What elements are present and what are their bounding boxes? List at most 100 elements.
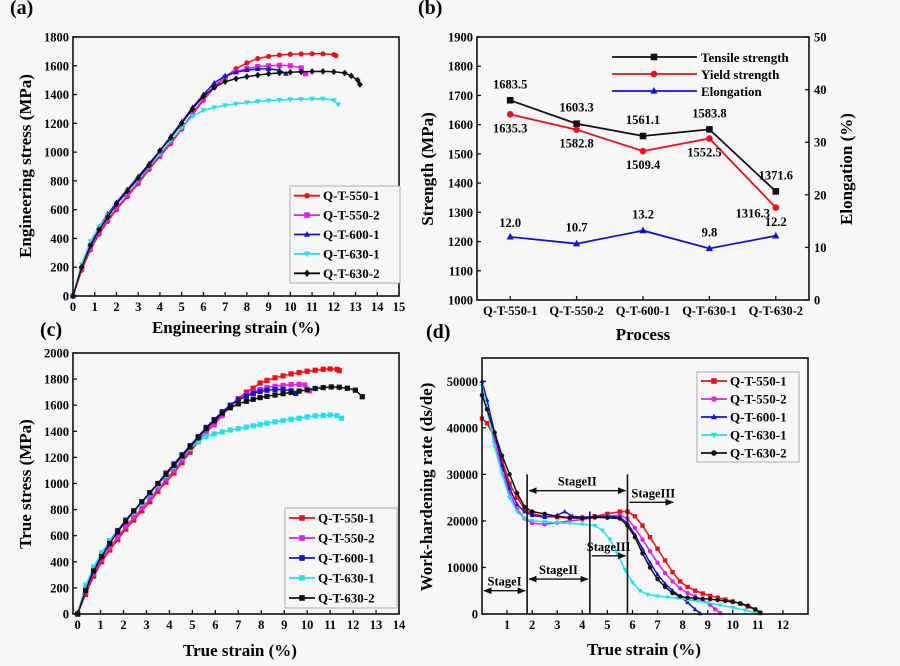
c-xtick-label: 10 (301, 618, 314, 632)
a-point-q-t-630-2 (222, 78, 228, 85)
c-point-q-t-630-2 (359, 394, 365, 400)
c-line-q-t-600-1 (76, 388, 297, 615)
panel-b-ticks: Q-T-550-1 Q-T-550-2 Q-T-600-1 Q-T-630-1 Q-T-… (448, 31, 827, 319)
a-point-q-t-550-1 (309, 51, 315, 57)
a-point-q-t-550-1 (287, 51, 293, 57)
c-point-q-t-630-1 (288, 416, 294, 422)
c-point-q-t-630-2 (227, 405, 233, 411)
a-point-q-t-550-2 (302, 71, 309, 77)
d-xtick-label: 4 (579, 618, 586, 632)
c-point-q-t-550-2 (302, 382, 308, 388)
c-point-q-t-630-2 (83, 587, 89, 594)
c-xtick-label: 8 (258, 618, 264, 632)
b-point-tensile-strength (772, 188, 780, 195)
a-point-q-t-630-2 (189, 105, 196, 113)
c-point-q-t-630-1 (219, 429, 225, 435)
c-point-q-t-630-2 (131, 508, 137, 514)
a-point-q-t-630-2 (265, 70, 272, 78)
c-point-q-t-550-1 (179, 460, 185, 466)
panel-label-d: (d) (426, 321, 450, 343)
c-point-q-t-550-1 (163, 479, 169, 485)
c-legend-entry-q-t-600-1: Q-T-600-1 (289, 551, 375, 566)
panel-a-series (70, 51, 363, 300)
d-point-q-t-600-1 (529, 512, 535, 518)
d-point-q-t-630-2 (662, 584, 668, 590)
c-xtick-label: 2 (120, 618, 126, 632)
d-point-q-t-630-2 (617, 516, 623, 521)
c-point-q-t-630-2 (250, 396, 256, 402)
d-point-q-t-630-2 (753, 607, 758, 612)
d-point-q-t-550-2 (632, 525, 638, 531)
b-line-elongation (510, 229, 776, 250)
d-series-q-t-630-2 (479, 393, 763, 615)
c-legend-marker (299, 595, 305, 601)
d-xtick-label: 12 (777, 618, 790, 632)
c-xtick-label: 3 (143, 618, 149, 632)
b-point-elongation (772, 231, 780, 239)
c-point-q-t-630-1 (264, 420, 270, 426)
b-legend-marker (650, 87, 658, 94)
c-point-q-t-630-1 (91, 564, 97, 570)
c-point-q-t-550-1 (272, 375, 278, 381)
c-legend-label: Q-T-630-2 (318, 591, 375, 606)
a-xtick-label: 4 (157, 300, 164, 314)
d-xtick-label: 9 (705, 618, 711, 632)
c-xtick-label: 7 (235, 618, 241, 632)
d-point-q-t-630-1 (730, 605, 736, 611)
c-point-q-t-550-1 (296, 369, 302, 376)
a-legend-entry-q-t-550-1: Q-T-550-1 (294, 188, 380, 203)
c-series-q-t-630-2 (74, 384, 365, 617)
c-ytick-label: 1200 (44, 451, 69, 465)
a-legend-entry-q-t-600-1: Q-T-600-1 (294, 227, 380, 242)
c-point-q-t-550-1 (155, 488, 161, 494)
d-point-q-t-630-1 (630, 580, 635, 585)
d-ytick-label: 10000 (447, 561, 478, 575)
a-point-q-t-550-2 (287, 63, 293, 69)
c-point-q-t-550-1 (107, 547, 113, 553)
panel-a-engineering-stress-strain: (a) 0 1 2 3 4 5 6 7 8 9 10 11 12 13 14 1502004006008001… (10, 0, 405, 337)
d-point-q-t-550-2 (655, 560, 660, 565)
d-point-q-t-630-2 (647, 565, 653, 570)
b-ytick-label: 1500 (448, 147, 473, 161)
a-ytick-label: 800 (50, 174, 69, 188)
c-point-q-t-600-1 (272, 386, 278, 393)
d-point-q-t-600-1 (514, 501, 520, 507)
b-point-yield-strength (772, 204, 780, 211)
c-point-q-t-550-1 (312, 367, 318, 373)
c-legend-marker (299, 575, 305, 581)
b-data-label-yield-strength: 1509.4 (626, 158, 661, 172)
d-stage-label: StageIII (587, 540, 631, 554)
d-point-q-t-630-1 (742, 608, 748, 613)
panel-label-a: (a) (10, 0, 33, 19)
c-point-q-t-630-2 (272, 392, 278, 398)
d-xtick-label: 7 (654, 618, 660, 632)
b-legend-label: Tensile strength (701, 50, 790, 65)
c-legend-label: Q-T-600-1 (318, 551, 375, 566)
c-point-q-t-550-1 (336, 368, 342, 374)
a-point-q-t-630-1 (254, 99, 261, 105)
d-legend-label: Q-T-630-1 (730, 428, 787, 443)
c-point-q-t-550-2 (179, 457, 185, 463)
a-point-q-t-630-1 (200, 108, 207, 114)
b-data-label-elongation: 10.7 (566, 221, 588, 235)
b-ytick-label: 1900 (448, 31, 473, 45)
panel-label-c: (c) (40, 319, 62, 341)
c-ytick-label: 600 (50, 529, 69, 543)
panel-b-y2label: Elongation (%) (837, 113, 856, 225)
c-point-q-t-550-2 (280, 382, 286, 388)
a-legend-marker (304, 212, 310, 218)
c-xtick-label: 5 (189, 618, 195, 632)
b-ytick-label: 1300 (448, 206, 473, 220)
panel-a-xlabel: Engineering strain (%) (152, 318, 320, 337)
b-data-label-elongation: 12.2 (765, 215, 787, 229)
a-ytick-label: 600 (50, 203, 69, 217)
c-point-q-t-630-1 (243, 424, 249, 430)
d-point-q-t-630-1 (655, 594, 660, 599)
a-point-q-t-630-1 (233, 101, 239, 108)
a-point-q-t-630-1 (189, 114, 196, 120)
b-data-label-yield-strength: 1635.3 (493, 121, 527, 135)
d-point-q-t-630-2 (708, 596, 713, 602)
a-xtick-label: 2 (113, 300, 119, 314)
d-point-q-t-550-1 (492, 434, 497, 440)
c-xtick-label: 14 (393, 618, 406, 632)
